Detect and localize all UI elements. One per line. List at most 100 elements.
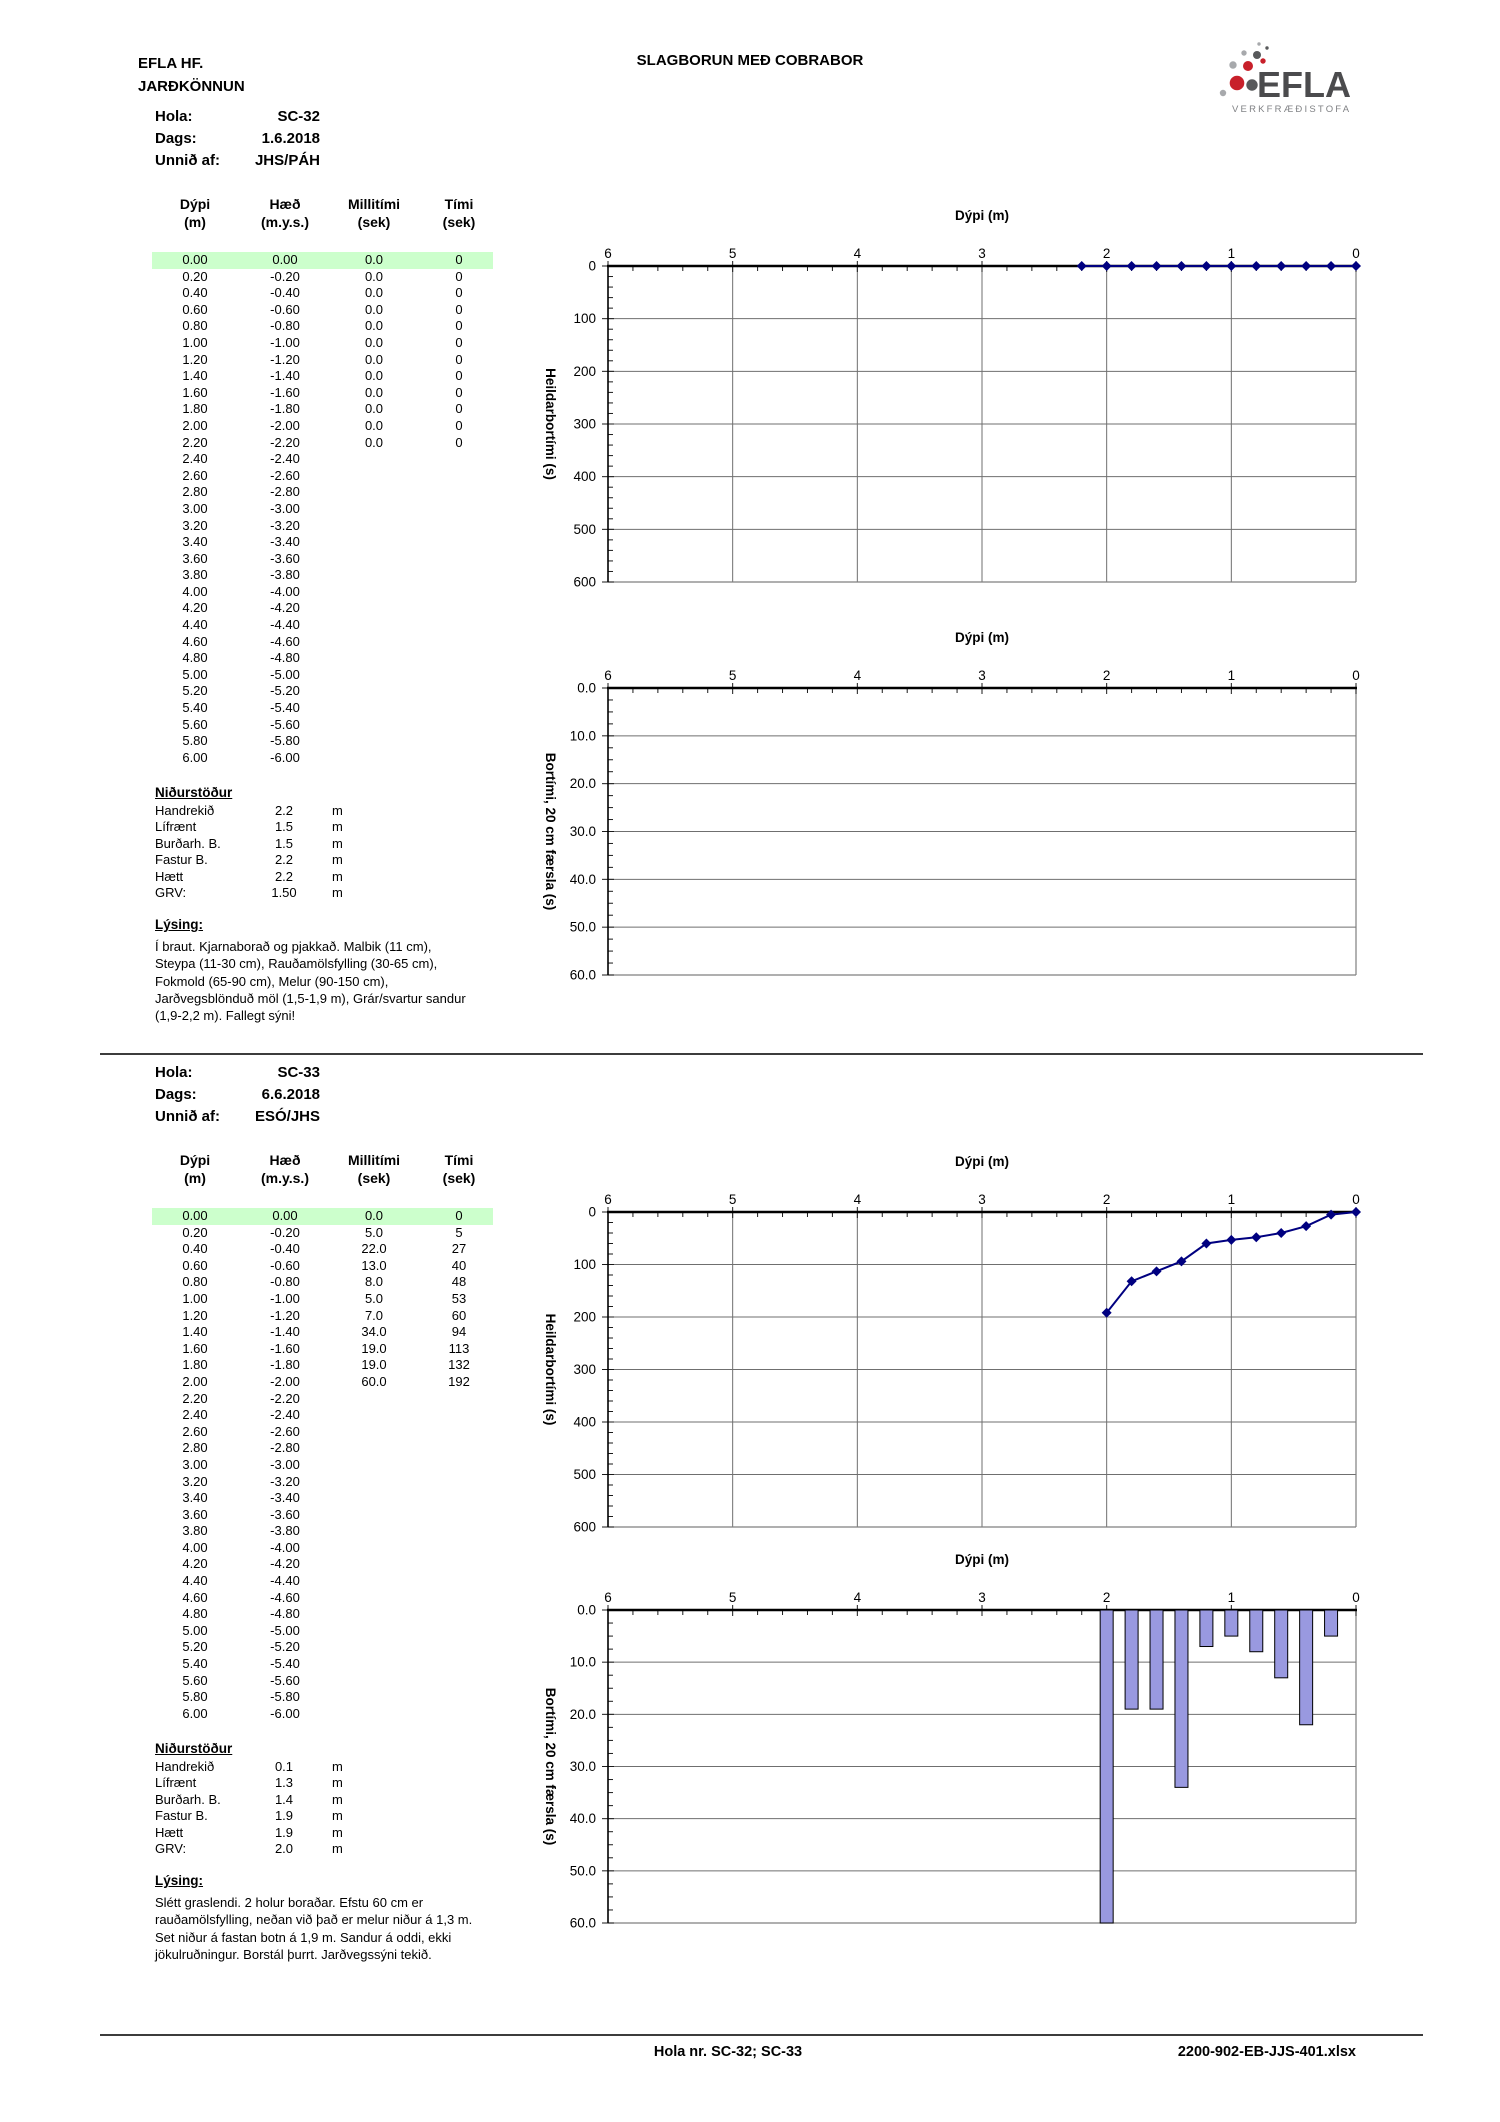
table-cell: 3.00: [182, 1456, 208, 1472]
table-row: 1.00 -1.00 0.0 0: [152, 335, 493, 352]
table-cell: -4.40: [270, 1573, 300, 1589]
table-cell: 3.80: [182, 567, 208, 583]
table-cell: -4.20: [270, 1556, 300, 1572]
table-cell: 0.0: [364, 384, 384, 400]
svg-text:Heildarbortími (s): Heildarbortími (s): [543, 1314, 558, 1426]
table-cell: 4.00: [182, 1539, 208, 1555]
table-cell: -2.00: [270, 1373, 300, 1389]
table-cell: -2.80: [270, 1440, 300, 1456]
table-row: 4.00 -4.00: [152, 584, 493, 601]
table-cell: 60: [451, 1307, 467, 1323]
result-unit: m: [332, 868, 343, 884]
result-unit: m: [332, 1824, 343, 1840]
table-cell: 2.20: [182, 434, 208, 450]
table-cell: 1.00: [182, 334, 208, 350]
svg-text:3: 3: [978, 668, 986, 683]
table-cell: 0.00: [272, 252, 298, 267]
table-row: 1.00 -1.00 5.0 53: [152, 1291, 493, 1308]
table-row: 4.20 -4.20: [152, 1556, 493, 1573]
result-row: Lífrænt 1.5 m: [155, 819, 415, 835]
table-cell: 0.0: [364, 417, 384, 433]
table-cell: 0: [455, 368, 463, 384]
table-cell: 48: [451, 1274, 467, 1290]
svg-text:100: 100: [573, 1257, 596, 1272]
company-department: JARÐKÖNNUN: [138, 78, 245, 95]
result-row: Hætt 2.2 m: [155, 869, 415, 885]
results-block: Niðurstöður Handrekið 2.2 m Lífrænt 1.5 m Burð…: [155, 785, 415, 901]
table-cell: 5.60: [182, 716, 208, 732]
table-cell: 113: [448, 1340, 470, 1356]
svg-text:3: 3: [978, 246, 986, 261]
table-cell: 5.20: [182, 683, 208, 699]
svg-text:300: 300: [573, 417, 596, 432]
table-cell: -1.00: [270, 334, 300, 350]
svg-text:Dýpi (m): Dýpi (m): [955, 208, 1009, 223]
result-label: Burðarh. B.: [155, 1791, 221, 1807]
table-row: 3.20 -3.20: [152, 1474, 493, 1491]
table-row: 2.40 -2.40: [152, 451, 493, 468]
table-cell: 53: [451, 1290, 467, 1306]
table-row: 6.00 -6.00: [152, 1706, 493, 1723]
svg-text:Dýpi (m): Dýpi (m): [955, 1552, 1009, 1567]
description-block: Lýsing: Í braut. Kjarnaborað og pjakkað.…: [155, 917, 535, 1024]
table-row: 5.60 -5.60: [152, 1673, 493, 1690]
table-cell: 0.60: [182, 301, 208, 317]
svg-text:2: 2: [1103, 1192, 1111, 1207]
svg-text:50.0: 50.0: [570, 1863, 596, 1878]
table-row: 2.60 -2.60: [152, 468, 493, 485]
table-cell: -5.60: [270, 716, 300, 732]
results-title: Niðurstöður: [155, 1741, 233, 1756]
result-unit: m: [332, 819, 343, 835]
table-cell: -1.60: [270, 384, 300, 400]
table-cell: -3.80: [270, 1523, 300, 1539]
table-cell: 4.80: [182, 1606, 208, 1622]
table-cell: 3.40: [182, 534, 208, 550]
table-cell: 5.20: [182, 1639, 208, 1655]
logo-dots-icon: [1219, 42, 1269, 97]
table-cell: 0.0: [364, 252, 384, 267]
result-unit: m: [332, 835, 343, 851]
table-cell: 1.00: [182, 1290, 208, 1306]
table-cell: -0.60: [270, 301, 300, 317]
svg-text:3: 3: [978, 1192, 986, 1207]
table-cell: 1.40: [182, 1324, 208, 1340]
company-name: EFLA HF.: [138, 55, 204, 72]
svg-text:0.0: 0.0: [577, 681, 596, 696]
svg-text:Heildarbortími (s): Heildarbortími (s): [543, 368, 558, 480]
table-cell: -3.00: [270, 1456, 300, 1472]
table-row: 4.60 -4.60: [152, 634, 493, 651]
hole-info-row: Hola: SC-32: [155, 108, 335, 129]
table-cell: 4.40: [182, 1573, 208, 1589]
table-row: 0.00 0.00 0.0 0: [152, 252, 493, 269]
table-cell: -5.80: [270, 733, 300, 749]
table-row: 1.20 -1.20 7.0 60: [152, 1308, 493, 1325]
table-cell: -1.60: [270, 1340, 300, 1356]
table-cell: 3.40: [182, 1490, 208, 1506]
table-cell: -1.40: [270, 368, 300, 384]
table-row: 3.80 -3.80: [152, 1523, 493, 1540]
table-row: 3.40 -3.40: [152, 534, 493, 551]
svg-text:40.0: 40.0: [570, 872, 596, 887]
description-line: Jarðvegsblönduð möl (1,5-1,9 m), Grár/sv…: [155, 990, 466, 1006]
result-value: 2.0: [274, 1840, 294, 1856]
svg-text:2: 2: [1103, 1590, 1111, 1605]
table-cell: -6.00: [270, 749, 300, 765]
svg-text:5: 5: [729, 246, 737, 261]
footer-filename: 2200-902-EB-JJS-401.xlsx: [1177, 2044, 1356, 2060]
result-row: Fastur B. 1.9 m: [155, 1808, 415, 1824]
table-cell: 0.0: [364, 434, 384, 450]
table-cell: 19.0: [361, 1340, 387, 1356]
table-row: 0.00 0.00 0.0 0: [152, 1208, 493, 1225]
table-cell: -5.20: [270, 683, 300, 699]
efla-logo: EFLA VERKFRÆÐISTOFA: [1213, 38, 1383, 118]
table-cell: -3.20: [270, 517, 300, 533]
svg-text:20.0: 20.0: [570, 1707, 596, 1722]
table-cell: 0: [455, 401, 463, 417]
table-row: 2.80 -2.80: [152, 1440, 493, 1457]
table-row: 4.00 -4.00: [152, 1540, 493, 1557]
result-row: Hætt 1.9 m: [155, 1825, 415, 1841]
table-cell: -4.60: [270, 1589, 300, 1605]
description-title: Lýsing:: [155, 1873, 204, 1888]
table-cell: 0.0: [364, 318, 384, 334]
svg-text:4: 4: [854, 1192, 862, 1207]
